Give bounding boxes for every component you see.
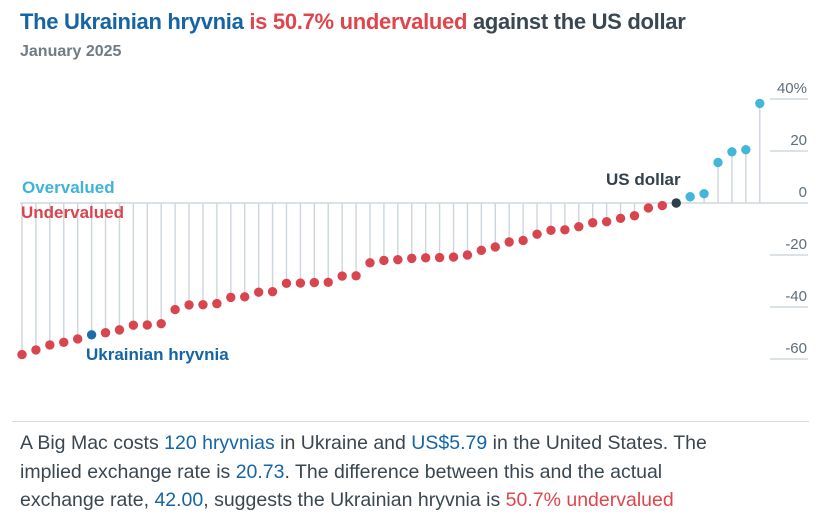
currency-point xyxy=(323,277,333,287)
overvalued-label: Overvalued xyxy=(22,178,115,197)
currency-point xyxy=(518,235,528,246)
big-mac-lollipop-chart: 40% 20 0 -20 -40 -60 xyxy=(17,80,808,360)
currency-point xyxy=(170,304,180,315)
text-segment: US$5.79 xyxy=(411,432,488,454)
y-tick-label: 0 xyxy=(799,184,807,201)
currency-point xyxy=(295,278,306,288)
text-segment: is 50.7% undervalued xyxy=(243,9,468,34)
currency-point xyxy=(588,218,598,228)
ukrainian-hryvnia-point xyxy=(86,330,97,340)
currency-point xyxy=(379,255,389,266)
currency-point xyxy=(309,277,320,288)
currency-point xyxy=(184,300,194,310)
currency-point xyxy=(490,242,500,252)
currency-point xyxy=(546,225,556,235)
currency-point xyxy=(560,225,570,235)
currency-point xyxy=(629,211,640,221)
text-segment: , suggests the Ukrainian hryvnia is xyxy=(203,489,506,512)
text-segment: A Big Mac costs xyxy=(20,432,165,454)
y-tick-label: -20 xyxy=(785,236,807,253)
text-segment: 120 hryvnias xyxy=(164,432,275,454)
explanation-line: A Big Mac costs 120 hryvnias in Ukraine … xyxy=(20,429,810,458)
currency-point xyxy=(713,157,723,168)
explanation-line: implied exchange rate is 20.73. The diff… xyxy=(20,458,810,487)
currency-point xyxy=(240,292,250,302)
currency-point xyxy=(504,237,514,247)
y-tick-label: -60 xyxy=(785,340,807,357)
currency-point xyxy=(393,254,403,265)
currency-point xyxy=(253,287,264,297)
currency-point xyxy=(156,318,166,329)
currency-point xyxy=(365,258,375,268)
currency-point xyxy=(59,337,69,348)
text-segment: 42.00 xyxy=(154,489,204,512)
text-segment: 50.7% undervalued xyxy=(505,489,674,512)
currency-point xyxy=(114,325,125,335)
us-dollar-point xyxy=(671,198,681,208)
currency-point xyxy=(699,188,709,199)
us-dollar-label: US dollar xyxy=(606,170,681,189)
currency-point xyxy=(337,271,347,281)
text-segment: in the United States. The xyxy=(487,432,707,454)
currency-point xyxy=(407,253,417,264)
currency-point xyxy=(226,292,236,303)
chart-subtitle-date: January 2025 xyxy=(20,43,122,60)
currency-point xyxy=(128,320,139,330)
explanation-paragraph: A Big Mac costs 120 hryvnias in Ukraine … xyxy=(20,429,810,515)
currency-point xyxy=(17,349,27,360)
currency-point xyxy=(727,147,737,157)
currency-point xyxy=(685,192,695,202)
currency-point xyxy=(45,340,55,350)
currency-point xyxy=(755,98,765,109)
explanation-line: exchange rate, 42.00, suggests the Ukrai… xyxy=(20,486,810,515)
currency-point xyxy=(72,334,83,344)
currency-point xyxy=(31,345,41,355)
currency-point xyxy=(434,252,445,263)
currency-point xyxy=(351,271,361,281)
currency-point xyxy=(476,245,487,256)
currency-point xyxy=(420,253,431,263)
text-segment: exchange rate, xyxy=(20,489,155,512)
currency-point xyxy=(142,320,152,330)
text-segment: against the US dollar xyxy=(467,9,686,34)
page-title: The Ukrainian hryvnia is 50.7% undervalu… xyxy=(20,9,686,35)
currency-point xyxy=(741,145,751,155)
currency-point xyxy=(448,252,459,262)
currency-point xyxy=(643,203,654,213)
y-tick-label: -40 xyxy=(785,288,807,305)
currency-point xyxy=(657,200,668,211)
currency-point xyxy=(100,328,111,338)
currency-point xyxy=(532,229,542,239)
text-segment: 20.73 xyxy=(235,460,285,483)
text-segment: in Ukraine and xyxy=(274,432,412,454)
text-segment: The Ukrainian hryvnia xyxy=(20,9,244,34)
currency-point xyxy=(462,250,473,260)
text-segment: . The difference between this and the ac… xyxy=(284,460,663,483)
currency-point xyxy=(267,286,278,297)
ukrainian-hryvnia-label: Ukrainian hryvnia xyxy=(86,345,229,364)
y-tick-label: 20 xyxy=(790,132,807,149)
currency-point xyxy=(601,217,612,227)
currency-point xyxy=(212,298,222,309)
footer-divider xyxy=(12,421,809,422)
currency-point xyxy=(615,213,626,224)
currency-point xyxy=(198,299,208,310)
currency-point xyxy=(281,278,292,289)
text-segment: implied exchange rate is xyxy=(20,460,236,483)
undervalued-label: Undervalued xyxy=(21,203,124,222)
currency-point xyxy=(574,221,584,232)
y-tick-label: 40% xyxy=(777,80,807,97)
